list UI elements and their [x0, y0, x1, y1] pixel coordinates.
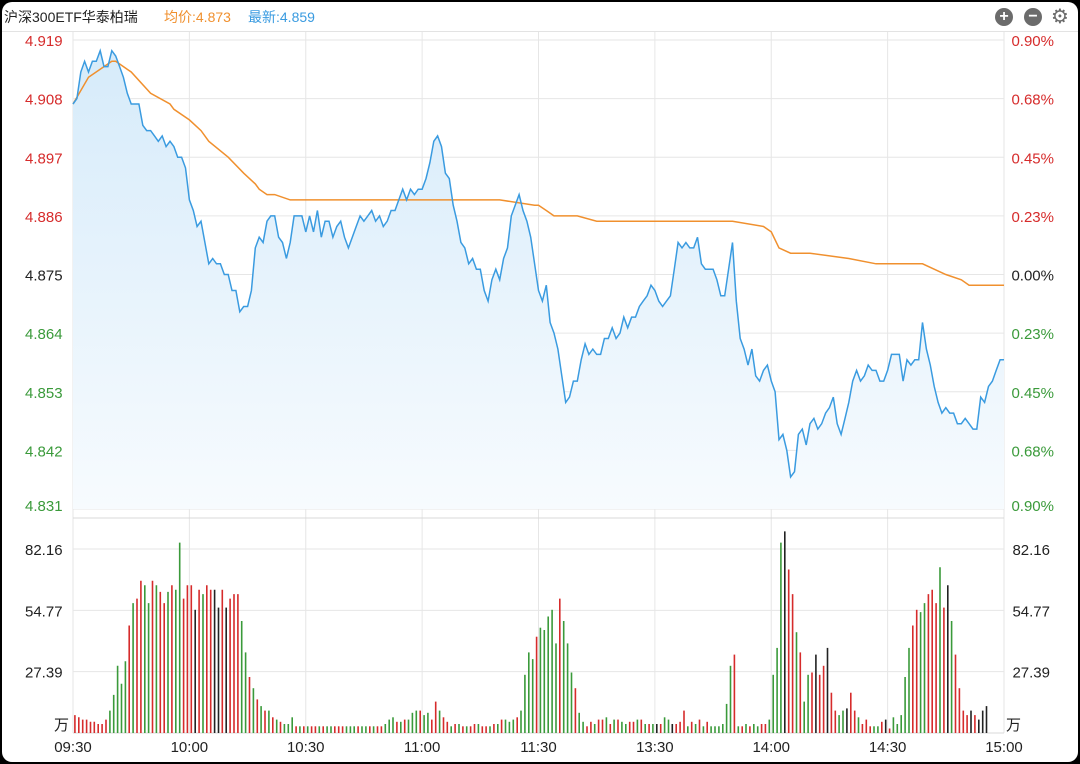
price-tick-label: 4.875: [25, 268, 63, 285]
time-tick-label: 09:30: [54, 739, 92, 756]
price-area-fill: [73, 50, 1004, 509]
volume-tick-label-right: 82.16: [1012, 542, 1050, 559]
time-tick-label: 15:00: [985, 739, 1023, 756]
percent-tick-label: 0.68%: [1011, 92, 1054, 109]
time-tick-label: 14:30: [869, 739, 907, 756]
security-name: 沪深300ETF华泰柏瑞: [4, 9, 138, 25]
volume-unit-right: 万: [1006, 717, 1021, 734]
percent-tick-label: 0.23%: [1011, 326, 1054, 343]
percent-tick-label: 0.68%: [1011, 443, 1054, 460]
percent-tick-label: 0.90%: [1011, 498, 1054, 515]
plus-circle-icon: +: [999, 8, 1009, 25]
zoom-out-button[interactable]: −: [1024, 8, 1042, 26]
percent-tick-label: 0.45%: [1011, 150, 1054, 167]
time-tick-label: 11:30: [520, 739, 556, 756]
price-tick-label: 4.842: [25, 443, 63, 460]
minus-circle-icon: −: [1028, 8, 1038, 25]
price-tick-label: 4.864: [25, 326, 63, 343]
volume-tick-label-right: 54.77: [1012, 603, 1050, 620]
time-tick-label: 10:30: [287, 739, 325, 756]
latest-price-label: 最新:4.859: [248, 9, 315, 25]
price-tick-label: 4.886: [25, 209, 63, 226]
time-tick-label: 10:00: [171, 739, 209, 756]
average-price-label: 均价:4.873: [164, 9, 231, 25]
percent-tick-label: 0.23%: [1011, 209, 1054, 226]
percent-tick-label: 0.90%: [1011, 33, 1054, 50]
price-tick-label: 4.908: [25, 92, 63, 109]
volume-tick-label-left: 82.16: [25, 542, 63, 559]
chart-header: 沪深300ETF华泰柏瑞 均价:4.873 最新:4.859 + − ⚙: [2, 2, 1078, 32]
time-tick-label: 14:00: [752, 739, 790, 756]
average-price-line: [72, 60, 1004, 286]
volume-tick-label-right: 27.39: [1012, 665, 1050, 682]
volume-unit-left: 万: [54, 717, 69, 734]
volume-tick-label-left: 27.39: [25, 665, 63, 682]
zoom-in-button[interactable]: +: [995, 8, 1013, 26]
time-tick-label: 11:00: [404, 739, 440, 756]
percent-tick-label: 0.45%: [1011, 385, 1054, 402]
price-tick-label: 4.897: [25, 150, 63, 167]
time-tick-label: 13:30: [636, 739, 674, 756]
volume-tick-label-left: 54.77: [25, 603, 63, 620]
settings-button[interactable]: ⚙: [1051, 6, 1069, 28]
price-tick-label: 4.853: [25, 385, 63, 402]
percent-tick-label: 0.00%: [1011, 268, 1054, 285]
price-tick-label: 4.919: [25, 33, 63, 50]
latest-price-line: [72, 48, 1004, 479]
price-tick-label: 4.831: [25, 498, 63, 515]
gear-icon: ⚙: [1051, 6, 1069, 28]
